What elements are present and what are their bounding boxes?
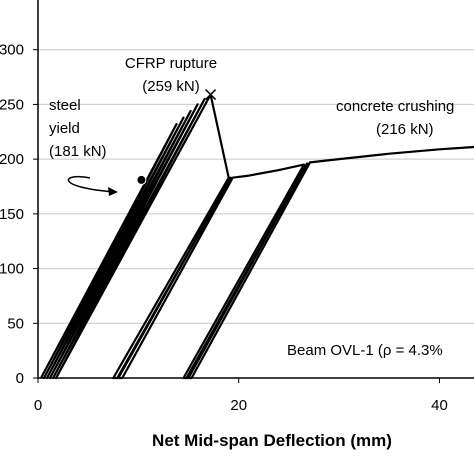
concrete-crushing-label-line-1: concrete crushing (336, 98, 454, 115)
y-tick-label-150: 150 (0, 206, 24, 223)
y-tick-label-50: 50 (7, 315, 24, 332)
cfrp-rupture-marker (205, 89, 217, 101)
y-tick-label-0: 0 (16, 370, 24, 387)
steel-yield-arrow (67, 175, 117, 193)
steel-yield-arrowhead (108, 187, 118, 196)
steel-yield-label-line-2: yield (49, 120, 80, 137)
y-tick-label-250: 250 (0, 96, 24, 113)
annotations: steel yield (181 kN) CFRP rupture (259 kN) co… (49, 55, 454, 359)
y-tick-label-300: 300 (0, 42, 24, 59)
cfrp-rupture-label-line-2: (259 kN) (142, 78, 200, 95)
axes (37, 0, 474, 379)
steel-yield-marker (136, 174, 147, 185)
steel-yield-label-line-1: steel (49, 97, 81, 114)
steel-yield-label-line-3: (181 kN) (49, 143, 107, 160)
concrete-crushing-label-line-2: (216 kN) (376, 121, 434, 138)
x-tick-label-0: 0 (34, 397, 42, 414)
beam-label: Beam OVL-1 (ρ = 4.3% (287, 342, 443, 359)
x-tick-label-20: 20 (230, 397, 247, 414)
x-tick-label-40: 40 (431, 397, 448, 414)
ticks: 0 50 100 150 200 250 300 350 0 20 40 (0, 0, 448, 414)
y-tick-label-200: 200 (0, 151, 24, 168)
series-layer (40, 93, 474, 380)
series-line-0 (40, 93, 474, 380)
markers (136, 89, 217, 185)
x-axis-title: Net Mid-span Deflection (mm) (152, 431, 392, 450)
cfrp-rupture-label-line-1: CFRP rupture (125, 55, 217, 72)
y-tick-label-350: 350 (0, 0, 24, 4)
y-tick-label-100: 100 (0, 261, 24, 278)
